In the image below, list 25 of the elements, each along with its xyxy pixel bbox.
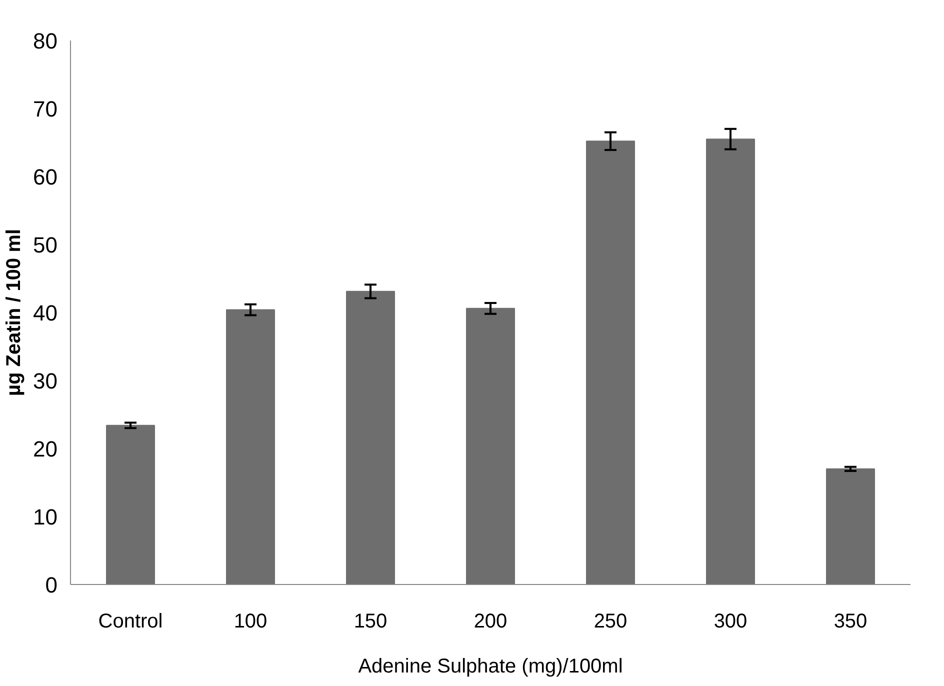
x-tick-label: 300 (714, 610, 748, 632)
x-tick-label: 150 (354, 610, 388, 632)
y-tick-label: 60 (33, 164, 58, 190)
y-tick-label: 20 (33, 436, 58, 462)
y-tick-label: 0 (45, 572, 58, 598)
y-axis-title: µg Zeatin / 100 ml (3, 228, 26, 396)
x-tick-label: 100 (234, 610, 268, 632)
bar (106, 424, 155, 584)
y-tick-label: 10 (33, 504, 58, 530)
y-tick-label: 30 (33, 368, 58, 394)
x-tick-label: 250 (594, 610, 628, 632)
bar (466, 308, 515, 584)
y-tick-label: 40 (33, 300, 58, 326)
x-tick-label: 200 (474, 610, 508, 632)
bar (226, 309, 275, 584)
x-tick-label: Control (98, 610, 163, 632)
bar (586, 140, 635, 584)
bar (346, 290, 395, 584)
y-tick-label: 70 (33, 96, 58, 122)
bar (706, 138, 755, 584)
x-axis-title: Adenine Sulphate (mg)/100ml (358, 656, 623, 678)
x-tick-label: 350 (834, 610, 868, 632)
bar (826, 468, 875, 584)
y-tick-label: 80 (33, 28, 58, 54)
y-tick-label: 50 (33, 232, 58, 258)
